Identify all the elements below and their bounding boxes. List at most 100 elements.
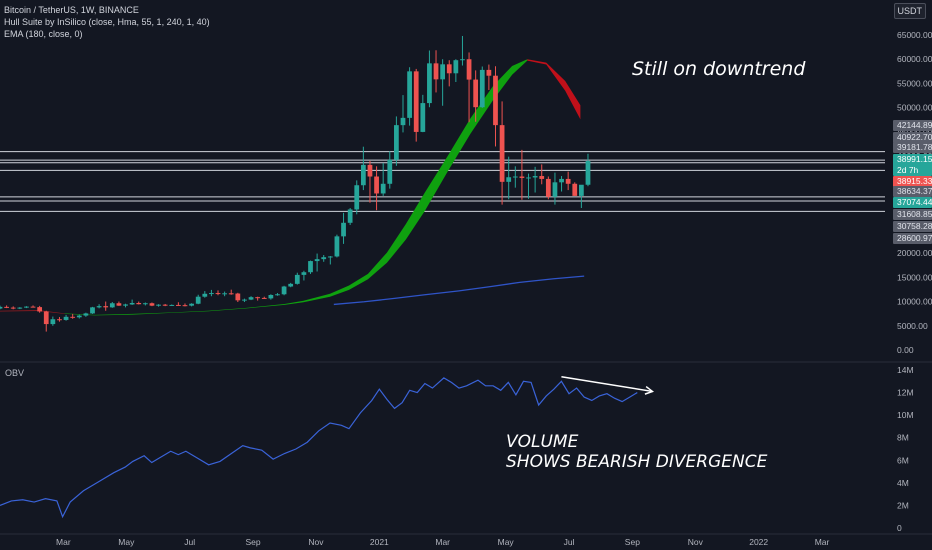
price-label-box <box>893 186 932 197</box>
candle-body <box>57 319 62 321</box>
time-tick-label: May <box>118 537 135 547</box>
candle-body <box>301 272 307 275</box>
time-tick-label: Mar <box>815 537 830 547</box>
price-tick-label: 65000.00 <box>897 30 932 40</box>
price-label: 31608.85 <box>897 209 932 219</box>
candle-body <box>281 286 287 295</box>
price-tick-label: 60000.00 <box>897 54 932 64</box>
price-label: 38991.15 <box>897 154 932 164</box>
price-tick-label: 50000.00 <box>897 103 932 113</box>
candle-body <box>222 293 227 295</box>
price-label-box <box>893 176 932 187</box>
candle-body <box>228 293 234 295</box>
price-tick-label: 5000.00 <box>897 321 928 331</box>
candle-body <box>380 183 386 194</box>
candle-body <box>387 159 393 184</box>
candle-body <box>347 209 353 223</box>
candle-body <box>341 222 346 237</box>
candle-body <box>394 125 399 160</box>
candle-body <box>30 306 36 308</box>
price-label-box <box>893 154 932 176</box>
obv-line <box>0 377 638 519</box>
ema-legend[interactable]: EMA (180, close, 0) <box>4 29 83 39</box>
candle-body <box>453 60 459 74</box>
price-label: 42144.89 <box>897 120 932 130</box>
hull-suite-legend[interactable]: Hull Suite by InSilico (close, Hma, 55, … <box>4 17 210 27</box>
candle-body <box>413 71 419 132</box>
candle-body <box>552 182 558 197</box>
candle-body <box>169 304 175 306</box>
price-label: 39181.78 <box>897 142 932 152</box>
candle-body <box>433 63 439 80</box>
hull-band-down <box>527 59 581 120</box>
price-label: 37074.44 <box>897 197 932 207</box>
time-tick-label: Jul <box>564 537 575 547</box>
price-label-box <box>893 197 932 208</box>
candle-body <box>70 316 76 318</box>
time-tick-label: Nov <box>688 537 704 547</box>
candle-body <box>83 313 89 316</box>
candle-body <box>499 125 505 182</box>
price-label-box <box>893 120 932 131</box>
candle-body <box>129 302 135 305</box>
candle-body <box>559 178 564 183</box>
candle-body <box>532 176 538 178</box>
candle-body <box>142 303 148 305</box>
candle-body <box>367 164 373 177</box>
candle-body <box>255 297 261 299</box>
candle-body <box>479 69 485 108</box>
candle-body <box>76 315 82 318</box>
countdown-label: 2d 7h <box>897 165 919 175</box>
price-tick-label: 15000.00 <box>897 272 932 282</box>
candle-body <box>327 256 333 258</box>
candle-body <box>334 236 340 257</box>
candle-body <box>321 257 327 260</box>
candle-body <box>466 59 472 80</box>
symbol-title[interactable]: Bitcoin / TetherUS, 1W, BINANCE <box>4 5 139 15</box>
time-tick-label: Sep <box>245 537 260 547</box>
candle-body <box>10 307 16 309</box>
obv-tick-label: 10M <box>897 410 914 420</box>
candle-body <box>195 296 201 304</box>
candle-body <box>407 71 412 118</box>
candle-body <box>50 319 56 325</box>
currency-selector[interactable]: USDT <box>893 3 926 19</box>
candle-body <box>427 63 432 104</box>
price-label-box <box>893 209 932 220</box>
candle-body <box>248 297 254 300</box>
candle-body <box>294 274 300 284</box>
candle-body <box>63 316 69 320</box>
candle-body <box>175 304 181 306</box>
candle-body <box>242 299 247 301</box>
obv-tick-label: 6M <box>897 455 909 465</box>
obv-tick-label: 14M <box>897 365 914 375</box>
time-tick-label: Nov <box>308 537 324 547</box>
candle-body <box>314 259 320 262</box>
candle-body <box>360 164 366 186</box>
candle-body <box>288 283 294 287</box>
candle-body <box>189 303 194 306</box>
price-label-box <box>893 142 932 153</box>
price-axis-panel <box>885 0 932 550</box>
candle-body <box>308 261 313 273</box>
candle-body <box>354 185 360 210</box>
candle-body <box>37 307 43 312</box>
candle-body <box>539 176 545 179</box>
obv-tick-label: 12M <box>897 388 914 398</box>
time-tick-label: 2022 <box>749 537 768 547</box>
candle-body <box>519 176 525 178</box>
candle-body <box>235 293 241 301</box>
candle-body <box>123 304 128 306</box>
price-label-box <box>893 233 932 244</box>
obv-tick-label: 4M <box>897 478 909 488</box>
price-label: 40922.70 <box>897 132 932 142</box>
candle-body <box>17 307 23 309</box>
candle-body <box>116 303 122 306</box>
candle-body <box>182 305 188 307</box>
price-tick-label: 10000.00 <box>897 297 932 307</box>
candle-body <box>202 293 208 297</box>
price-tick-label: 0.00 <box>897 345 914 355</box>
time-tick-label: Mar <box>56 537 71 547</box>
candle-body <box>446 64 452 74</box>
